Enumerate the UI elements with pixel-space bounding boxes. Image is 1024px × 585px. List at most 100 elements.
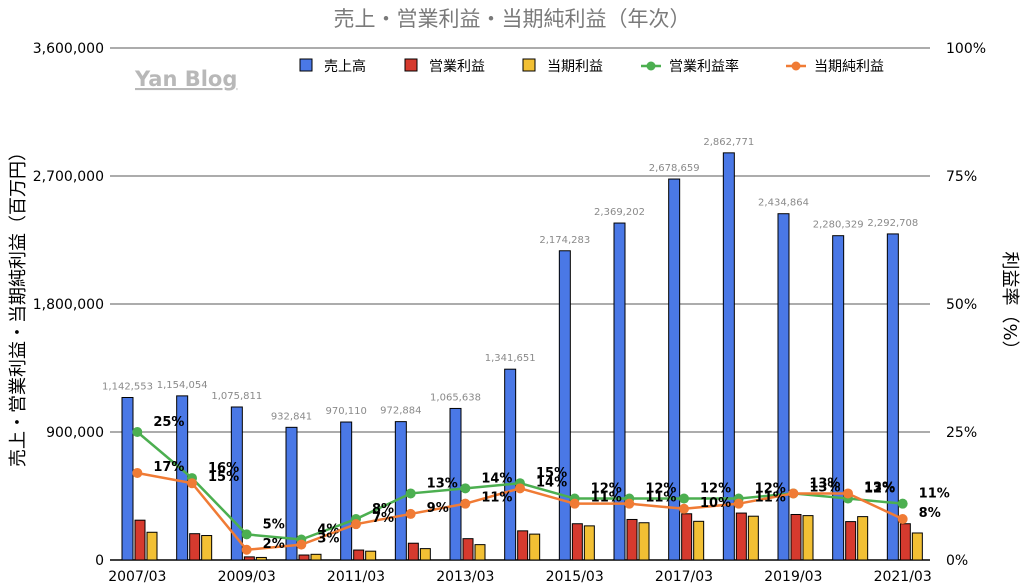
bar-value-label: 932,841 (271, 411, 312, 422)
y-axis-right-title: 利益率（%） (999, 251, 1020, 358)
line-point (132, 467, 143, 478)
x-tick-label: 2019/03 (764, 569, 822, 585)
bar-sales (340, 421, 353, 561)
line-point-label: 14% (481, 471, 512, 486)
line-point (241, 544, 252, 555)
line-point-label: 15% (536, 466, 567, 481)
bar-net-profit (638, 522, 650, 561)
y-tick-left-label: 900,000 (46, 425, 104, 441)
line-point-label: 10% (700, 496, 731, 511)
x-tick-label: 2013/03 (436, 569, 494, 585)
bar-operating-profit (407, 542, 419, 561)
line-point-label: 13% (809, 476, 840, 491)
bar-operating-profit (735, 512, 747, 561)
bar-sales (777, 213, 790, 561)
line-point-label: 3% (317, 532, 339, 547)
bar-sales (722, 152, 735, 561)
y-tick-right-label: 100% (946, 41, 986, 57)
line-point (460, 498, 471, 509)
y-tick-left-label: 0 (95, 553, 104, 569)
y-tick-left-label: 1,800,000 (33, 297, 104, 313)
bar-operating-profit (517, 530, 529, 561)
line-point (460, 483, 471, 494)
x-tick-label: 2021/03 (874, 569, 932, 585)
y-tick-right-label: 75% (946, 169, 977, 185)
bar-net-profit (419, 548, 431, 561)
bar-sales (832, 235, 845, 561)
line-point (296, 539, 307, 550)
bar-sales (394, 421, 407, 561)
line-point (515, 483, 525, 494)
line-point-label: 12% (645, 482, 676, 497)
bar-value-label: 1,075,811 (211, 391, 262, 402)
bar-value-label: 2,280,329 (813, 220, 864, 231)
line-point (569, 498, 580, 509)
line-point-label: 25% (153, 415, 184, 430)
bar-value-label: 2,434,864 (758, 198, 809, 209)
line-point (679, 493, 689, 504)
line-point-label: 12% (864, 482, 895, 497)
bar-net-profit (747, 515, 759, 561)
line-point-label: 15% (208, 470, 239, 485)
line-point-label: 12% (755, 482, 786, 497)
line-point-label: 11% (591, 491, 622, 506)
bar-sales (230, 406, 243, 561)
legend-label: 営業利益 (429, 59, 485, 75)
bar-operating-profit (243, 556, 255, 561)
y-tick-right-label: 50% (946, 297, 977, 313)
line-point (843, 488, 853, 499)
bar-value-label: 1,154,054 (157, 380, 208, 391)
legend-swatch-marker (791, 61, 801, 71)
legend-label: 当期利益 (547, 59, 603, 75)
bar-operating-profit (353, 549, 365, 561)
y-axis-right-ticks: 0% 25% 50% 75% 100% (946, 41, 986, 569)
line-point (897, 514, 908, 525)
bar-sales (121, 397, 134, 561)
bar-value-label: 2,862,771 (703, 137, 754, 148)
bar-net-profit (802, 515, 814, 561)
watermark-text: Yan Blog (134, 67, 237, 91)
x-tick-label: 2007/03 (108, 569, 166, 585)
bar-net-profit (693, 520, 705, 561)
bar-value-label: 2,174,283 (539, 235, 590, 246)
bar-net-profit (310, 553, 322, 561)
line-point-label: 17% (153, 460, 184, 475)
y-tick-left-label: 2,700,000 (33, 169, 104, 185)
line-point-label: 13% (809, 480, 840, 495)
legend-swatch (404, 58, 418, 72)
line-point-label: 12% (700, 482, 731, 497)
bar-value-label: 2,678,659 (649, 163, 700, 174)
bar-sales (668, 178, 681, 561)
bar-value-label: 1,065,638 (430, 392, 481, 403)
bar-value-label: 972,884 (380, 406, 421, 417)
line-point (241, 529, 252, 540)
line-point (897, 498, 908, 509)
bar-net-profit (583, 525, 595, 561)
bar-operating-profit (298, 554, 310, 561)
line-point-label: 5% (263, 517, 285, 532)
bar-net-profit (146, 531, 158, 561)
legend-swatch-marker (646, 61, 656, 71)
bar-value-label: 1,142,553 (102, 382, 153, 393)
line-point (679, 503, 689, 514)
bar-value-label: 2,369,202 (594, 207, 645, 218)
y-tick-left-label: 3,600,000 (33, 41, 104, 57)
line-point (187, 478, 197, 489)
line-point (405, 508, 416, 519)
y-axis-left-ticks: 0 900,000 1,800,000 2,700,000 3,600,000 (33, 41, 104, 569)
bar-net-profit (857, 516, 869, 561)
x-tick-label: 2015/03 (546, 569, 604, 585)
bar-net-profit (201, 535, 213, 561)
x-axis-ticks: 2007/03 2009/03 2011/03 2013/03 2015/03 2017/… (108, 569, 932, 585)
line-point (788, 488, 799, 499)
legend-swatch (299, 58, 313, 72)
line-point (132, 427, 143, 437)
line-point-label: 2% (263, 537, 285, 552)
x-tick-label: 2009/03 (218, 569, 276, 585)
line-point-label: 16% (208, 461, 239, 476)
line-point-label: 13% (427, 476, 458, 491)
y-tick-right-label: 25% (946, 425, 977, 441)
bar-operating-profit (462, 538, 474, 561)
